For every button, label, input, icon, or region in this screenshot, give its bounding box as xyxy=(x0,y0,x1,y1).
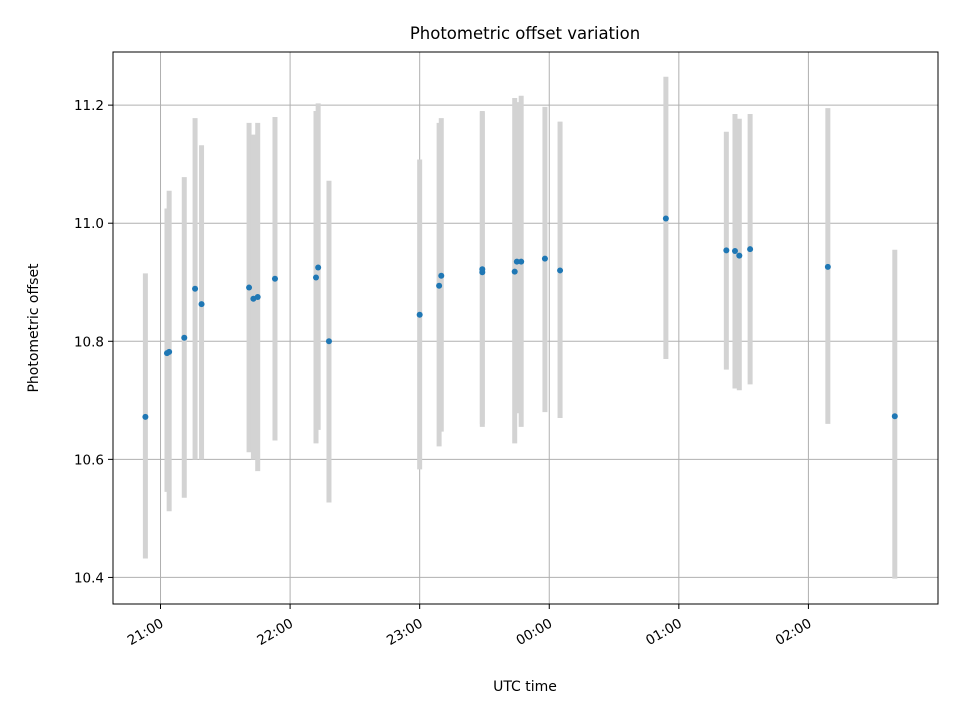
data-point xyxy=(824,263,831,270)
plot-frame xyxy=(112,51,939,605)
data-point xyxy=(436,282,443,289)
data-point xyxy=(198,301,205,308)
data-point xyxy=(511,268,518,275)
data-point xyxy=(181,334,188,341)
data-point xyxy=(246,284,253,291)
data-point xyxy=(891,413,898,420)
data-point xyxy=(271,275,278,282)
data-point xyxy=(557,267,564,274)
data-point xyxy=(142,413,149,420)
data-point xyxy=(662,215,669,222)
data-points xyxy=(142,215,898,420)
data-point xyxy=(513,258,520,265)
y-axis-label: Photometric offset xyxy=(26,263,42,393)
data-point xyxy=(192,285,199,292)
data-point xyxy=(541,255,548,262)
data-point xyxy=(325,338,332,345)
y-axis-ticks: 10.4 10.6 10.8 11.0 11.2 xyxy=(74,98,113,586)
data-point xyxy=(736,252,743,259)
data-point xyxy=(315,264,322,271)
data-point xyxy=(731,247,738,254)
y-tick-label: 11.2 xyxy=(74,98,104,114)
data-point xyxy=(438,272,445,279)
data-point xyxy=(166,348,173,355)
y-tick-label: 10.6 xyxy=(74,452,104,468)
chart-title: Photometric offset variation xyxy=(410,24,640,43)
y-tick-label: 10.4 xyxy=(74,570,104,586)
data-point xyxy=(747,246,754,253)
data-point xyxy=(723,247,730,254)
data-point xyxy=(254,294,261,301)
x-axis-label: UTC time xyxy=(493,679,557,695)
data-point xyxy=(518,258,525,265)
data-point xyxy=(313,274,320,281)
data-point xyxy=(416,311,423,318)
y-tick-label: 10.8 xyxy=(74,334,104,350)
data-point xyxy=(479,266,486,273)
y-tick-label: 11.0 xyxy=(74,216,104,232)
